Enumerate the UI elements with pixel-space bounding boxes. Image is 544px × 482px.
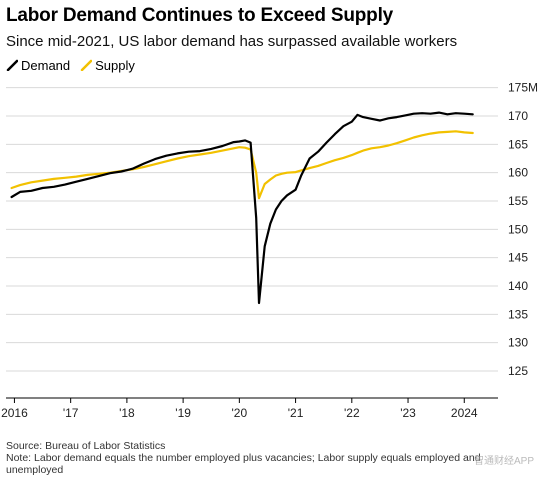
y-tick-label: 160 [508,166,528,180]
gridlines [6,87,498,372]
supply-swatch-icon [80,59,93,71]
x-tick-label: '17 [63,406,79,420]
x-tick-label: '23 [400,406,416,420]
y-tick-label: 135 [508,307,528,321]
legend-label-demand: Demand [21,57,71,73]
x-tick-label: '18 [119,406,135,420]
y-tick-label: 165 [508,137,528,151]
chart-subtitle: Since mid-2021, US labor demand has surp… [6,33,458,50]
y-tick-label: 145 [508,251,528,265]
footnote: Note: Labor demand equals the number emp… [6,452,481,476]
x-tick-label: '21 [288,406,304,420]
x-tick-label: '22 [344,406,360,420]
line-chart: 125 130 135 140 145 150 155 160 165 170 175M 2016 '… [1,81,538,420]
y-axis-labels: 125 130 135 140 145 150 155 160 165 170 175M [508,81,538,378]
chart-title: Labor Demand Continues to Exceed Supply [6,5,394,26]
y-tick-label: 175M [508,81,538,95]
legend: Demand Supply [6,56,145,74]
y-tick-label: 140 [508,279,528,293]
y-tick-label: 170 [508,109,528,123]
y-tick-label: 130 [508,336,528,350]
y-tick-label: 150 [508,222,528,236]
legend-item-demand: Demand [6,58,70,73]
demand-swatch-icon [6,59,18,71]
source-note: Source: Bureau of Labor Statistics [6,440,166,452]
series-line-demand [10,111,474,305]
watermark: 智通财经APP [473,456,534,467]
legend-label-supply: Supply [95,57,135,73]
legend-item-supply: Supply [80,58,135,73]
x-tick-label: '19 [175,406,191,420]
y-tick-label: 125 [508,364,528,378]
x-axis: 2016 '17 '18 '19 '20 '21 '22 '23 2024 [1,397,498,420]
series-lines [10,111,474,305]
y-tick-label: 155 [508,194,528,208]
x-tick-label: 2024 [451,406,478,420]
x-tick-label: 2016 [1,406,28,420]
x-tick-label: '20 [232,406,248,420]
